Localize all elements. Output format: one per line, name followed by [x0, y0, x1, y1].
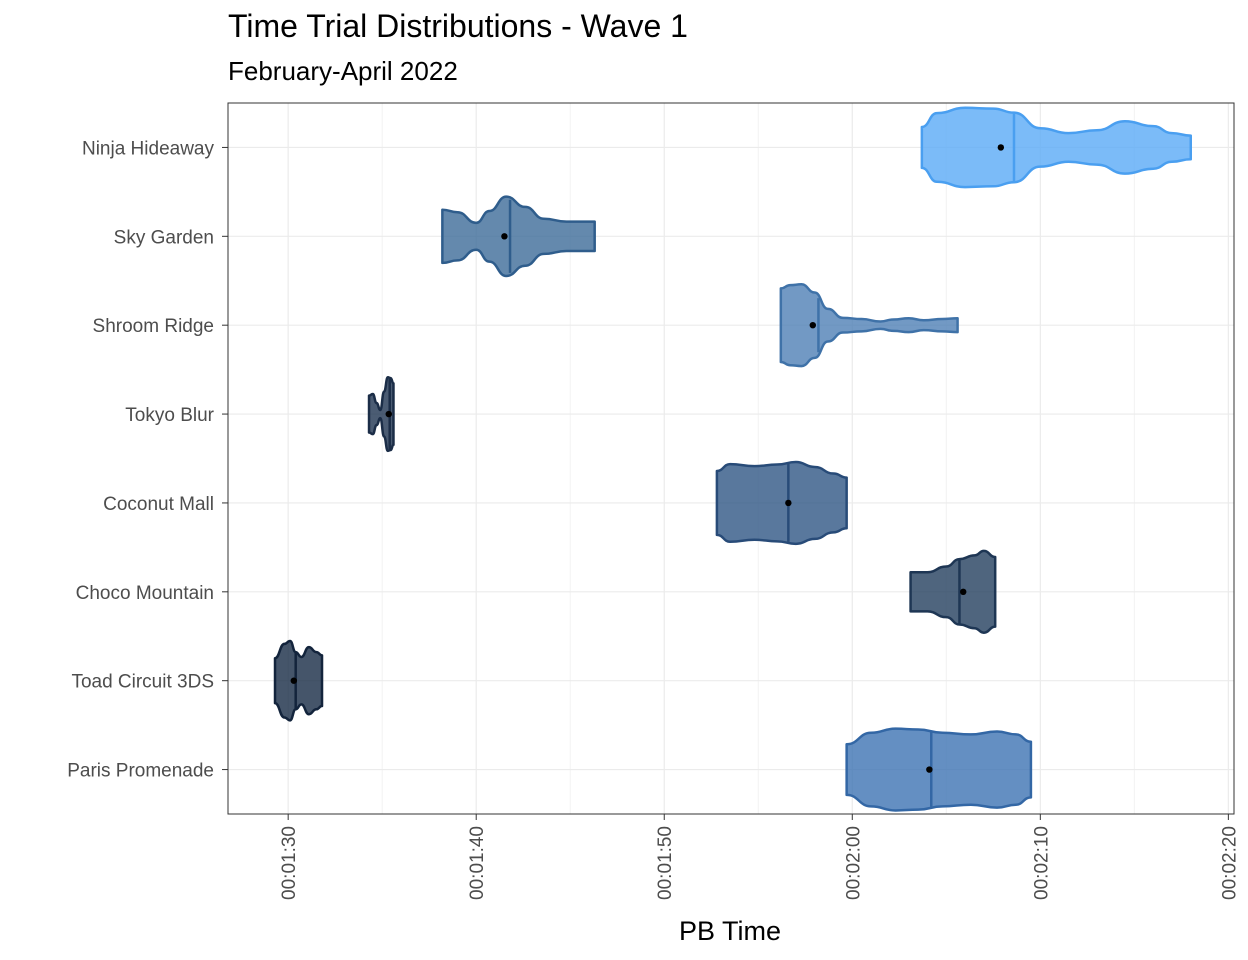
violins-layer [273, 106, 1192, 812]
mean-point [385, 410, 392, 418]
mean-point [960, 588, 967, 596]
x-tick-label: 00:01:40 [467, 826, 488, 900]
chart-title: Time Trial Distributions - Wave 1 [228, 8, 688, 44]
violin-shape [715, 460, 848, 546]
chart-subtitle: February-April 2022 [228, 56, 458, 86]
violin-shape [909, 549, 997, 634]
violin-shape [845, 727, 1033, 812]
x-axis-title: PB Time [679, 916, 781, 946]
x-tick-label: 00:01:50 [655, 826, 676, 900]
x-axis: 00:01:30 00:01:40 00:01:50 00:02:00 00:02:10… [279, 814, 1240, 900]
y-tick-label: Toad Circuit 3DS [71, 672, 214, 693]
x-tick-label: 00:02:10 [1031, 826, 1052, 900]
violin-shape [367, 376, 395, 453]
minor-gridlines [381, 103, 1135, 814]
mean-point [809, 321, 816, 329]
mean-point [290, 677, 298, 684]
y-axis: Ninja Hideaway Sky Garden Shroom Ridge Toky… [67, 138, 228, 782]
mean-point [785, 499, 792, 507]
violin-shape [920, 106, 1192, 189]
violin-shape [273, 639, 324, 722]
y-tick-label: Choco Mountain [76, 583, 214, 604]
major-gridlines [228, 103, 1234, 814]
y-tick-label: Shroom Ridge [93, 316, 214, 337]
y-tick-label: Paris Promenade [67, 761, 214, 782]
y-tick-label: Tokyo Blur [125, 405, 214, 426]
y-tick-label: Sky Garden [114, 227, 214, 248]
mean-point [997, 144, 1005, 151]
x-tick-label: 00:02:20 [1219, 826, 1240, 900]
violin-shape [441, 195, 596, 278]
x-tick-label: 00:01:30 [279, 826, 300, 900]
plot-panel-border [227, 102, 1235, 815]
y-tick-label: Ninja Hideaway [82, 138, 215, 159]
mean-point [926, 766, 933, 773]
x-tick-label: 00:02:00 [843, 826, 864, 900]
y-tick-label: Coconut Mall [103, 494, 214, 515]
mean-point [501, 233, 508, 240]
violin-shape [779, 283, 959, 368]
